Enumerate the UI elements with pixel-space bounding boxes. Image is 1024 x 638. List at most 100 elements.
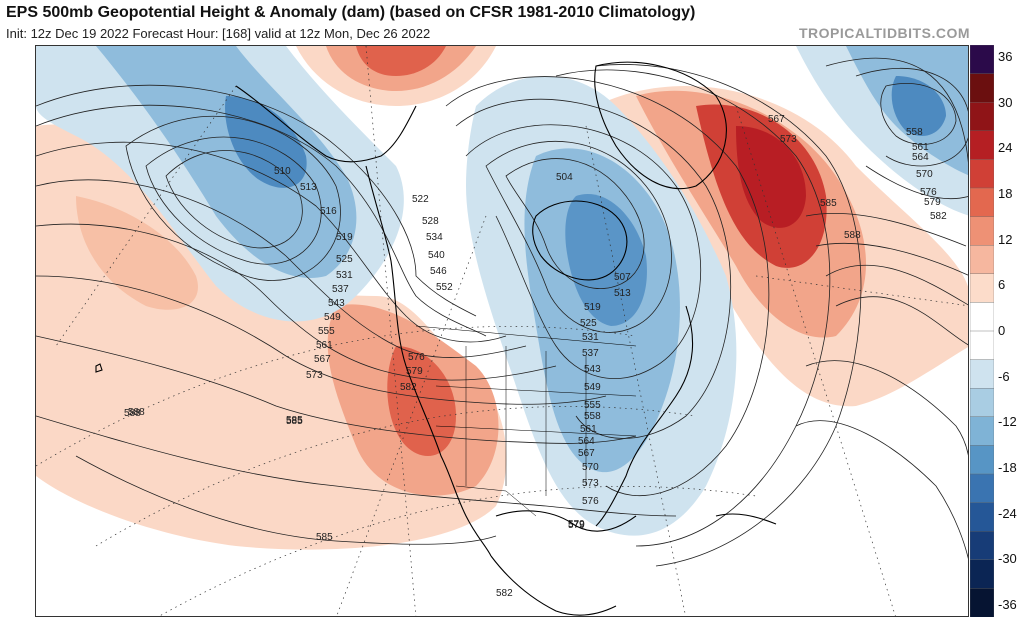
colorbar-tick-label: 24 <box>998 140 1013 156</box>
contour-label: 558 <box>906 127 923 138</box>
contour-labels: 510 513 516 519 522 525 528 531 534 537 … <box>124 114 947 599</box>
contour-line <box>455 98 732 439</box>
state-line <box>435 425 637 437</box>
contour-label: 576 <box>582 496 599 507</box>
graticule-line <box>36 326 637 467</box>
colorbar-swatch <box>970 416 994 447</box>
contour-label: 555 <box>584 400 601 411</box>
contour-line <box>36 223 557 381</box>
colorbar-tick-label: 12 <box>998 231 1013 247</box>
contour-label: 585 <box>286 416 303 427</box>
west-coast-outline <box>365 165 492 557</box>
contour-label: 555 <box>318 326 335 337</box>
contour-label: 543 <box>328 298 345 309</box>
contour-label: 567 <box>314 354 331 365</box>
hawaii-outline <box>95 363 103 373</box>
colorbar-tick-label: -12 <box>998 414 1017 430</box>
map-canvas: 510 513 516 519 522 525 528 531 534 537 … <box>36 46 968 616</box>
colorbar-swatch <box>970 559 994 590</box>
positive-anomaly-pacific-mid <box>76 196 198 310</box>
contour-line <box>75 455 497 545</box>
contour-label: 588 <box>128 407 145 418</box>
contour-label: 519 <box>584 302 601 313</box>
contour-line <box>465 124 702 379</box>
contour-line <box>595 64 862 567</box>
map-title: EPS 500mb Geopotential Height & Anomaly … <box>6 4 696 21</box>
negative-anomaly-canada-strong <box>565 194 647 326</box>
colorbar-swatch <box>970 330 994 361</box>
contour-line <box>805 213 967 247</box>
contour-line <box>815 243 968 276</box>
contour-label: 543 <box>584 364 601 375</box>
contour-line <box>125 115 341 281</box>
contour-line <box>505 158 645 289</box>
colorbar-swatch <box>970 73 994 103</box>
contour-label: 525 <box>580 318 597 329</box>
contour-line <box>825 264 968 306</box>
graticule-line <box>365 46 417 616</box>
east-coast-outline <box>595 305 694 527</box>
contour-line <box>36 84 477 317</box>
contour-line <box>36 335 637 444</box>
contour-label: 567 <box>768 114 785 125</box>
contour-label: 570 <box>582 462 599 473</box>
colorbar-swatch <box>970 102 994 132</box>
colorbar-swatch <box>970 216 994 246</box>
colorbar-swatch <box>970 502 994 532</box>
contour-label: 564 <box>578 436 595 447</box>
graticule-line <box>585 125 686 616</box>
contour-label: 582 <box>496 588 513 599</box>
colorbar-swatch <box>970 273 994 304</box>
graticule-line <box>158 486 757 616</box>
state-borders <box>415 325 637 517</box>
colorbar-swatch <box>970 244 994 275</box>
colorbar-swatch <box>970 445 994 475</box>
colorbar-tick-label: -6 <box>998 368 1010 384</box>
contour-label: 561 <box>316 340 333 351</box>
contour-label: 558 <box>584 411 601 422</box>
colorbar-swatches <box>970 45 994 617</box>
contour-label: 582 <box>930 211 947 222</box>
colorbar-tick-label: -36 <box>998 597 1017 612</box>
contour-label: 537 <box>332 284 349 295</box>
graticule-line <box>336 215 487 616</box>
map-subtitle: Init: 12z Dec 19 2022 Forecast Hour: [16… <box>6 26 431 41</box>
colorbar-swatch <box>970 531 994 561</box>
contour-line <box>825 57 968 200</box>
mexico-outline <box>490 555 617 616</box>
contour-label: 588 <box>844 230 861 241</box>
contour-label: 534 <box>426 232 443 243</box>
contour-line <box>805 360 968 456</box>
state-line <box>435 385 637 397</box>
contour-label: 564 <box>912 152 929 163</box>
contour-line <box>165 150 303 249</box>
contour-line <box>880 82 957 145</box>
cuba-outline <box>715 513 777 525</box>
contour-label: 579 <box>924 197 941 208</box>
contour-label: 525 <box>336 254 353 265</box>
contour-line <box>145 136 322 265</box>
contour-label: 531 <box>582 332 599 343</box>
contour-line <box>36 275 607 405</box>
us-mexico-border <box>455 485 537 517</box>
contour-line <box>795 420 968 559</box>
contour-label: 573 <box>780 134 797 145</box>
anomaly-shading <box>36 46 968 550</box>
contour-label: 537 <box>582 348 599 359</box>
contour-label: 519 <box>336 232 353 243</box>
contour-label: 585 <box>316 532 333 543</box>
contour-label: 513 <box>614 288 631 299</box>
contour-label: 579 <box>406 366 423 377</box>
contour-label: 528 <box>422 216 439 227</box>
positive-anomaly-north-strong <box>356 46 446 76</box>
contour-line <box>835 296 968 346</box>
hudson-bay-outline <box>532 200 628 281</box>
contour-line <box>445 76 770 497</box>
contour-label: 531 <box>336 270 353 281</box>
geopotential-map: 510 513 516 519 522 525 528 531 534 537 … <box>35 45 969 617</box>
positive-anomaly-west-strong <box>387 346 456 456</box>
height-contours <box>36 57 968 567</box>
contour-line <box>36 415 677 517</box>
contour-label: 549 <box>584 382 601 393</box>
contour-label: 582 <box>400 382 417 393</box>
